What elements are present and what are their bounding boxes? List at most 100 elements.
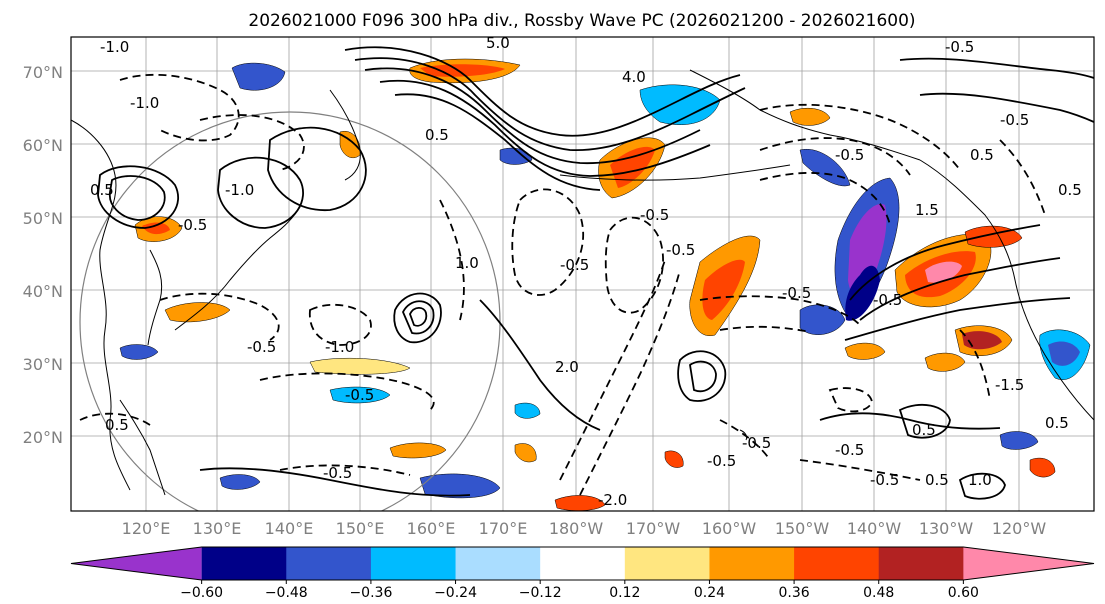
map-content: -1.0 -0.5 5.0 4.0 -1.0 -0.5 0.5 -0.5 -1.… <box>71 34 1094 511</box>
shade-cyan-170e <box>514 402 541 419</box>
colorbar-box <box>540 547 626 580</box>
contour-neg-8 <box>759 172 891 226</box>
contour-jet-2 <box>354 57 746 152</box>
contour-label: -0.5 <box>945 38 974 56</box>
shade-orange-175w <box>514 443 537 463</box>
lat-label: 70°N <box>23 63 63 82</box>
contour-label: 0.5 <box>912 421 936 439</box>
contour-label: -0.5 <box>560 256 589 274</box>
shade-orange-150w-north <box>789 107 831 126</box>
contour-135w-ridge-3 <box>844 297 1071 341</box>
contour-label: -1.0 <box>325 338 354 356</box>
contour-neg-20 <box>439 199 465 321</box>
lon-label: 160°E <box>407 519 456 538</box>
contour-south-wave-1 <box>199 467 471 497</box>
colorbar-tick-label: −0.12 <box>519 585 562 601</box>
contour-label: -0.5 <box>870 471 899 489</box>
contour-neg-9 <box>759 103 961 171</box>
contour-west-low <box>97 165 180 229</box>
contour-label: 0.5 <box>425 126 449 144</box>
colorbar-tick-label: −0.60 <box>180 585 223 601</box>
map-panel: -1.0 -0.5 5.0 4.0 -1.0 -0.5 0.5 -0.5 -1.… <box>23 34 1095 538</box>
colorbar-box <box>286 547 372 580</box>
contour-jet-1 <box>344 46 741 137</box>
contour-140e-low <box>217 156 304 229</box>
contour-south-wave-3 <box>819 412 1001 430</box>
contour-label: -0.5 <box>835 146 864 164</box>
contour-neg-7 <box>759 137 911 176</box>
contour-label: -1.0 <box>130 94 159 112</box>
contour-165w-low <box>677 350 727 402</box>
contour-label: -0.5 <box>782 284 811 302</box>
contour-neg-21 <box>719 419 771 461</box>
coast-west-na <box>919 159 1094 421</box>
lon-label: 120°W <box>992 519 1047 538</box>
contour-155e-ring-2 <box>402 300 435 335</box>
contour-155e-ring-1 <box>393 292 442 344</box>
contour-label: -0.5 <box>247 338 276 356</box>
colorbar-tick-label: 0.36 <box>779 585 810 601</box>
contour-north-ridge <box>899 57 1094 79</box>
contour-label: 0.5 <box>970 146 994 164</box>
contour-neg-19 <box>79 412 151 426</box>
shade-orange-150e-south2 <box>389 442 447 459</box>
shade-blue-120w <box>1048 341 1080 366</box>
lon-label: 150°E <box>336 519 385 538</box>
contour-sw-ring-2 <box>958 472 1006 500</box>
contours <box>97 46 1094 500</box>
coast-alaska <box>689 69 921 161</box>
colorbar-tick-label: 0.60 <box>948 585 979 601</box>
lon-label: 120°E <box>122 519 171 538</box>
contour-west-low-2 <box>108 175 166 221</box>
colorbar-box <box>624 547 710 580</box>
contour-label: -1.0 <box>100 38 129 56</box>
contour-label: 0.5 <box>105 416 129 434</box>
contour-neg-5 <box>559 259 666 481</box>
contours-dashed <box>79 73 1046 496</box>
colorbar-box <box>370 547 457 580</box>
contour-label: -1.5 <box>995 376 1024 394</box>
colorbar-tick-label: −0.36 <box>349 585 392 601</box>
contour-neg-14 <box>159 292 280 341</box>
shade-cyan-150e <box>329 386 391 404</box>
shade-blue-140e-north <box>231 62 286 91</box>
shade-orange-175e-south <box>554 495 606 511</box>
contour-label: -0.5 <box>835 441 864 459</box>
contour-neg-10 <box>699 295 861 326</box>
contour-label: 0.5 <box>1045 414 1069 432</box>
contour-neg-18 <box>279 464 411 476</box>
lat-label: 50°N <box>23 209 63 228</box>
coast-asia <box>71 119 131 491</box>
lat-label: 40°N <box>23 282 63 301</box>
contour-neg-15 <box>828 387 873 413</box>
contour-label: -0.5 <box>666 241 695 259</box>
contour-label: 1.0 <box>455 254 479 272</box>
coast-aleutians <box>559 164 791 181</box>
colorbar-tick-label: 0.12 <box>609 585 640 601</box>
contour-label: 0.5 <box>1058 181 1082 199</box>
contour-label: -1.0 <box>225 181 254 199</box>
lat-label: 20°N <box>23 428 63 447</box>
contour-label: 5.0 <box>486 34 510 52</box>
contour-neg-16 <box>959 329 991 401</box>
lon-label: 140°W <box>847 519 902 538</box>
contour-south-wave-2 <box>479 299 601 431</box>
contour-label: -0.5 <box>742 434 771 452</box>
lon-label: 170°E <box>479 519 528 538</box>
contour-label: -2.0 <box>598 491 627 509</box>
contour-sw-ring <box>898 403 951 439</box>
contour-jet-4 <box>379 79 711 177</box>
lon-label: 150°W <box>775 519 830 538</box>
contour-neg-22 <box>799 459 921 481</box>
shade-orange-125w-south <box>1029 457 1056 478</box>
longitude-labels: 120°E 130°E 140°E 150°E 160°E 170°E 180°… <box>122 519 1047 538</box>
colorbar-extend-high <box>963 547 1094 580</box>
contour-jet-5 <box>394 93 601 191</box>
colorbar-boxes <box>70 546 1095 581</box>
coast-philippines <box>119 399 166 496</box>
shade-orange-160w-south <box>664 450 684 468</box>
colorbar-box <box>878 547 964 580</box>
lon-label: 130°W <box>919 519 974 538</box>
coast-hawaii <box>739 429 748 441</box>
